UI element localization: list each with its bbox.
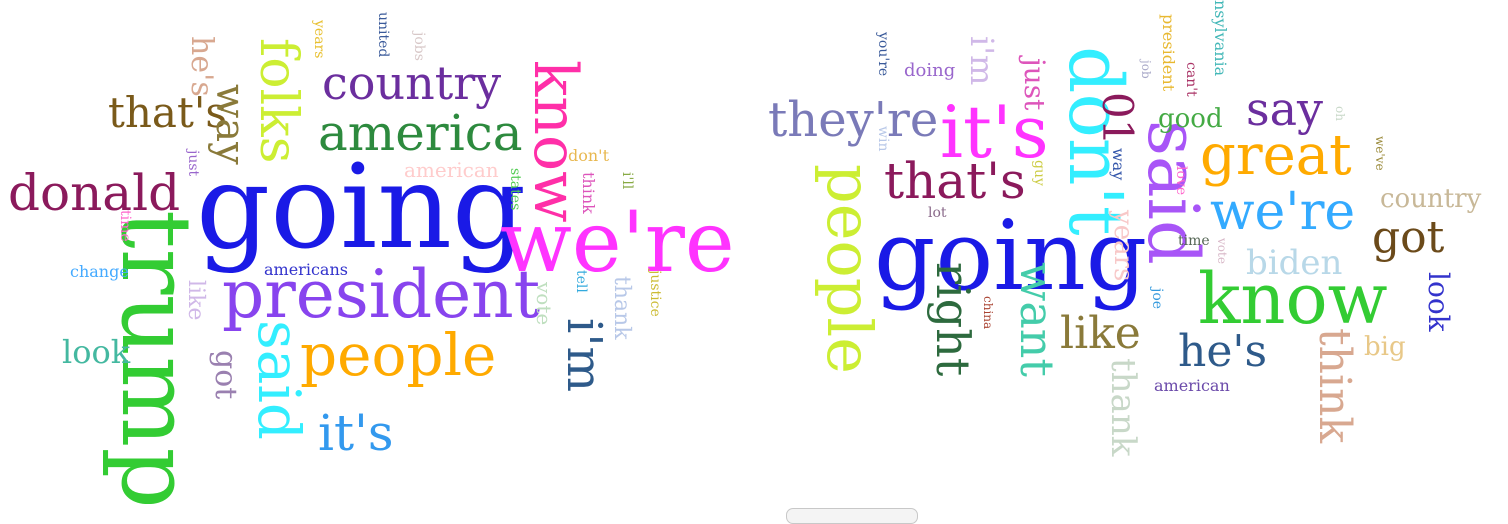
- cloud-word: joe: [1149, 288, 1165, 310]
- cloud-word: people: [813, 164, 886, 374]
- cloud-word: just: [185, 150, 201, 177]
- cloud-word: tell: [573, 270, 589, 293]
- cloud-word: can't: [1183, 62, 1199, 97]
- cloud-word: think: [1309, 328, 1360, 444]
- cloud-word: like: [183, 280, 208, 321]
- cloud-word: we're: [500, 193, 735, 291]
- cloud-word: like: [1060, 308, 1141, 359]
- cloud-word: right: [926, 262, 980, 377]
- cloud-word: i'll: [619, 172, 635, 190]
- cloud-word: jobs: [411, 32, 427, 61]
- cloud-word: they're: [768, 92, 939, 148]
- cloud-word: lot: [928, 205, 947, 221]
- cloud-word: you're: [875, 32, 891, 77]
- cloud-word: we're: [1210, 182, 1356, 242]
- cloud-word: nsylvania: [1211, 0, 1230, 77]
- cloud-word: donald: [8, 164, 181, 222]
- cloud-word: change: [70, 262, 129, 281]
- cloud-word: know: [520, 60, 590, 223]
- cloud-word: thank: [1103, 358, 1143, 457]
- cloud-word: think: [579, 172, 598, 214]
- cloud-word: america: [318, 104, 523, 162]
- cloud-word: just: [1018, 58, 1051, 111]
- word-cloud-right: going know said don't it's people they're that'…: [760, 0, 1508, 516]
- cloud-word: great: [1200, 123, 1352, 188]
- cloud-word: doing: [904, 60, 956, 81]
- cloud-word: oh: [1333, 106, 1347, 121]
- cloud-word: look: [1422, 272, 1455, 332]
- cloud-word: say: [1246, 82, 1324, 136]
- cloud-word: don't: [568, 146, 610, 165]
- cloud-word: we've: [1373, 136, 1387, 171]
- cloud-word: vote: [532, 282, 556, 326]
- cloud-word: thank: [609, 276, 634, 340]
- cloud-word: said: [245, 320, 313, 441]
- cloud-word: american: [404, 158, 499, 182]
- cloud-word: want: [1010, 262, 1064, 377]
- cloud-word: going: [196, 140, 527, 275]
- cloud-word: president: [1159, 14, 1178, 92]
- cloud-word: people: [300, 321, 497, 389]
- cloud-word: justice: [647, 270, 663, 317]
- cloud-word: he's: [1178, 326, 1268, 377]
- scrollbar-handle[interactable]: [786, 508, 918, 524]
- cloud-word: love: [1173, 166, 1189, 196]
- cloud-word: years: [1108, 210, 1138, 282]
- cloud-word: 01: [1093, 92, 1142, 146]
- cloud-word: states: [507, 168, 523, 211]
- cloud-word: know: [1198, 258, 1388, 340]
- cloud-word: china: [981, 296, 995, 330]
- cloud-word: folks: [248, 38, 308, 164]
- cloud-word: vote: [1215, 238, 1229, 264]
- cloud-word: american: [1154, 376, 1230, 395]
- cloud-word: years: [311, 20, 327, 59]
- cloud-word: big: [1364, 332, 1406, 362]
- cloud-word: got: [1372, 212, 1445, 263]
- cloud-word: it's: [940, 90, 1049, 174]
- cloud-word: president: [222, 256, 541, 333]
- cloud-word: country: [322, 56, 502, 110]
- cloud-word: it's: [318, 404, 394, 462]
- cloud-word: going: [874, 200, 1148, 312]
- word-cloud-left: going trump we're president know donald americ…: [0, 0, 740, 516]
- cloud-word: biden: [1246, 243, 1343, 283]
- cloud-word: guy: [1031, 160, 1047, 186]
- cloud-word: job: [1139, 60, 1153, 79]
- cloud-word: united: [375, 12, 391, 58]
- cloud-word: i'm: [556, 318, 612, 393]
- cloud-word: americans: [264, 260, 348, 279]
- cloud-word: he's: [184, 36, 219, 97]
- cloud-word: win: [875, 126, 891, 152]
- cloud-word: got: [208, 350, 243, 400]
- cloud-word: that's: [884, 152, 1026, 210]
- cloud-word: time: [117, 210, 133, 242]
- cloud-word: way: [1109, 148, 1128, 181]
- cloud-word: look: [62, 333, 131, 371]
- cloud-word: good: [1158, 104, 1223, 134]
- cloud-word: time: [1178, 233, 1210, 249]
- cloud-word: that's: [108, 88, 227, 137]
- cloud-word: i'm: [963, 36, 1001, 86]
- cloud-word: country: [1380, 184, 1482, 214]
